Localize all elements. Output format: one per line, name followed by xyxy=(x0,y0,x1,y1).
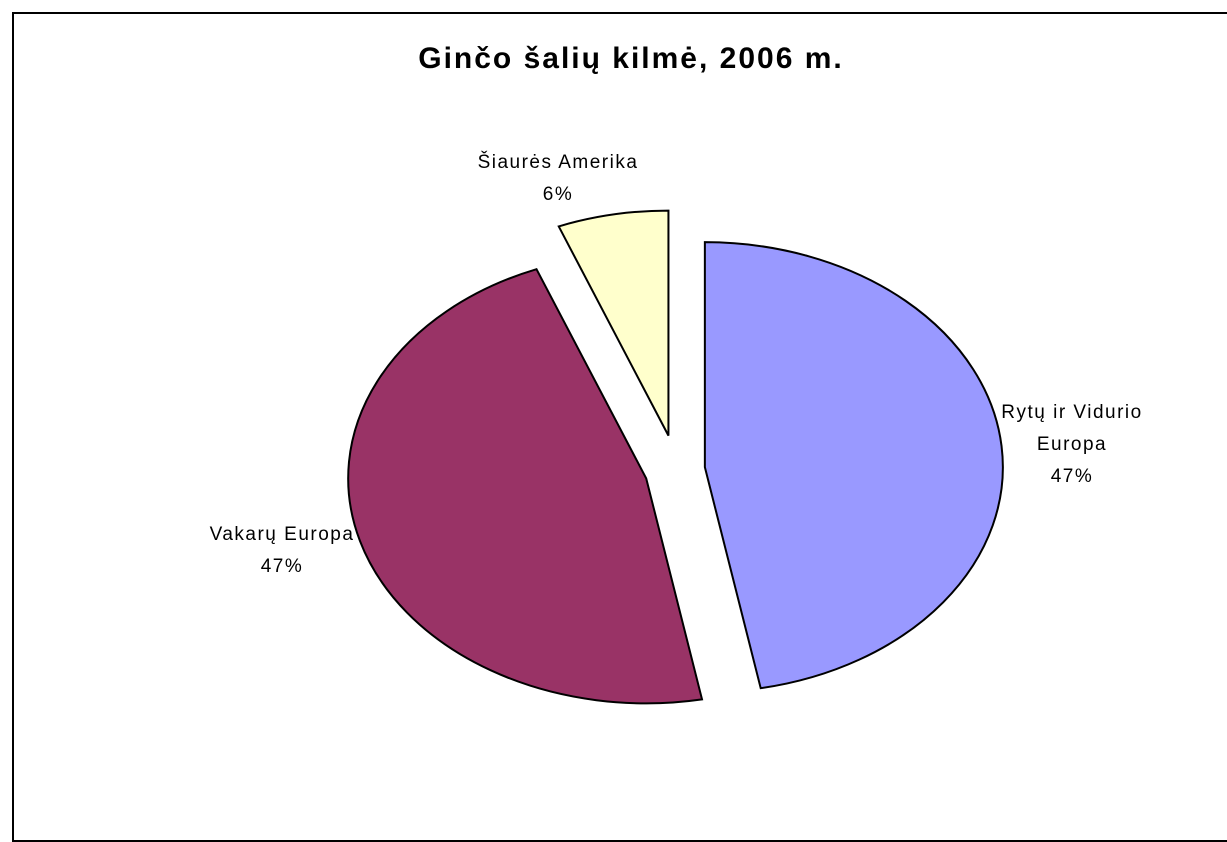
pie-slice-2 xyxy=(347,267,704,705)
slice-name-label-1: Rytų ir Vidurio xyxy=(1001,402,1142,423)
slice-name-label-3: Šiaurės Amerika xyxy=(478,151,639,173)
slice-value-label-3: 6% xyxy=(543,184,573,205)
pie-slice-1 xyxy=(703,241,1004,690)
slice-name-label-1: Europa xyxy=(1037,434,1107,455)
slice-value-label-1: 47% xyxy=(1051,466,1094,487)
slice-name-label-2: Vakarų Europa xyxy=(210,524,355,545)
pie-slice-3 xyxy=(557,209,670,437)
slice-value-label-2: 47% xyxy=(261,556,304,577)
chart-title: Ginčo šalių kilmė, 2006 m. xyxy=(418,42,844,75)
